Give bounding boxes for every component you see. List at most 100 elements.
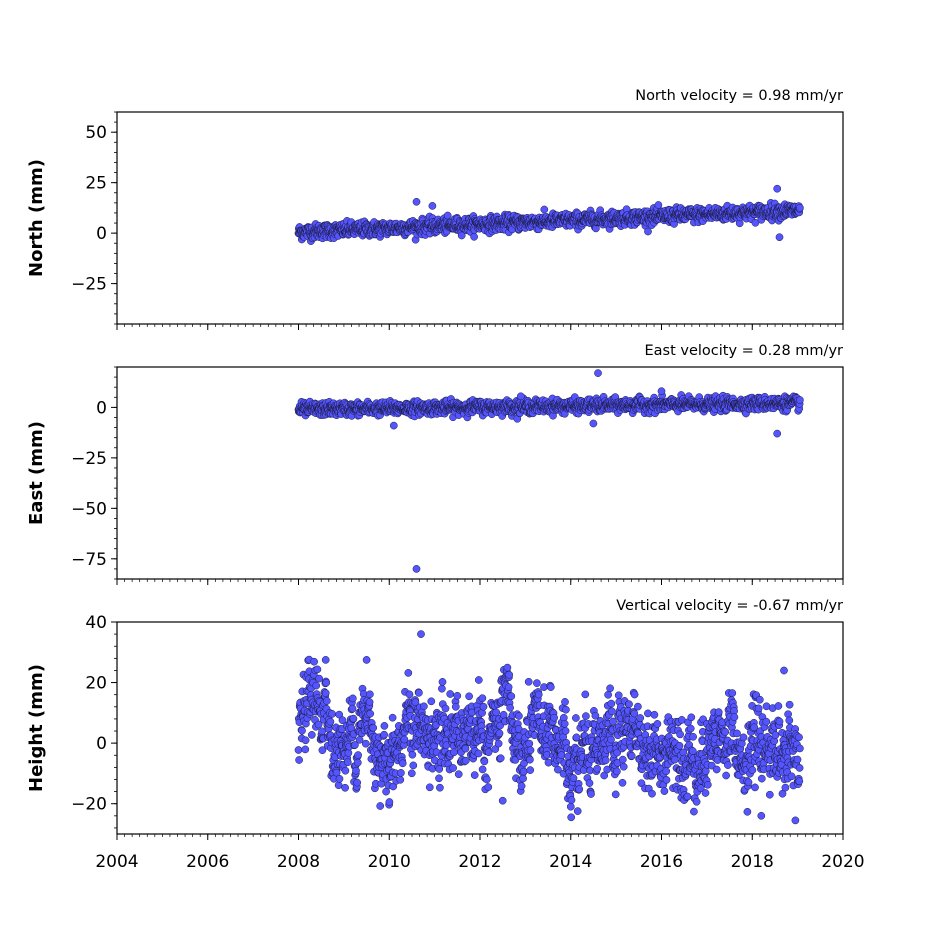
data-point [608,707,616,716]
data-point [470,232,478,241]
data-point [480,757,489,766]
data-point [484,783,493,791]
data-point [739,733,748,742]
east-data-points [294,369,804,573]
data-point [343,758,352,767]
data-point [722,771,730,780]
data-point [479,702,488,711]
data-point [366,690,374,699]
east-y-ticks: 0−25−50−75 [71,366,117,580]
data-point [298,726,306,735]
data-point [650,710,659,719]
data-point [630,709,639,718]
data-point [396,775,405,784]
data-point [407,769,416,778]
data-point [408,750,417,759]
data-point [733,729,741,738]
outlier-point [412,565,421,573]
data-point [546,683,555,691]
data-point [380,730,388,739]
data-point [607,699,616,708]
y-tick-label: 40 [85,613,107,633]
data-point [581,690,590,699]
data-point [334,781,343,790]
data-point [454,770,463,779]
data-point [425,783,434,792]
data-point [755,695,764,704]
data-point [796,396,804,404]
outlier-point [657,387,666,396]
data-point [435,774,443,783]
data-point [427,697,436,706]
data-point [465,692,473,701]
data-point [561,727,570,735]
data-point [328,710,336,718]
data-point [609,717,617,726]
data-point [587,790,595,798]
data-point [614,691,623,700]
data-point [461,744,470,753]
data-point [754,704,763,713]
data-point [575,785,584,794]
data-point [344,749,353,757]
data-point [730,713,739,721]
data-point [636,714,645,722]
data-point [294,746,303,754]
outlier-point [773,184,782,193]
data-point [461,756,470,765]
data-point [540,205,549,214]
east-panel-title: East velocity = 0.28 mm/yr [644,343,843,359]
data-point [301,745,310,754]
data-point [318,727,326,736]
data-point [443,211,452,220]
data-point [507,692,516,701]
y-tick-label: 20 [85,674,107,694]
data-point [388,713,397,722]
data-point [307,731,316,739]
data-point [585,779,594,787]
data-point [313,665,322,674]
data-point [474,749,483,758]
data-point [644,709,652,718]
data-point [321,689,330,697]
data-point [450,748,458,757]
data-point [348,704,357,713]
outlier-point [389,421,398,430]
data-point [607,735,615,744]
outlier-point [428,202,437,210]
y-tick-label: 25 [85,174,107,194]
data-point [601,756,610,765]
data-point [380,722,389,730]
data-point [687,713,696,722]
outlier-point [516,392,525,401]
data-point [662,776,671,784]
data-point [701,789,710,797]
data-point [690,807,698,816]
data-point [348,694,357,703]
data-point [492,708,501,717]
data-point [400,735,409,744]
data-point [689,732,697,741]
east-y-axis-label: East (mm) [26,421,47,525]
data-point [446,690,455,698]
data-point [482,775,491,784]
data-point [478,694,487,703]
data-point [692,797,701,806]
data-point [572,733,581,742]
outlier-point [412,197,421,206]
data-point [676,730,684,739]
data-point [660,787,669,795]
data-point [526,746,535,755]
y-tick-label: 0 [96,224,107,244]
outlier-point [594,369,602,377]
north-panel-title: North velocity = 0.98 mm/yr [635,88,843,104]
y-tick-label: 50 [85,123,107,143]
data-point [644,227,652,236]
data-point [654,201,663,209]
north-data-points [294,184,804,245]
data-point [572,714,580,722]
data-point [354,751,362,759]
y-tick-label: −25 [71,449,107,469]
